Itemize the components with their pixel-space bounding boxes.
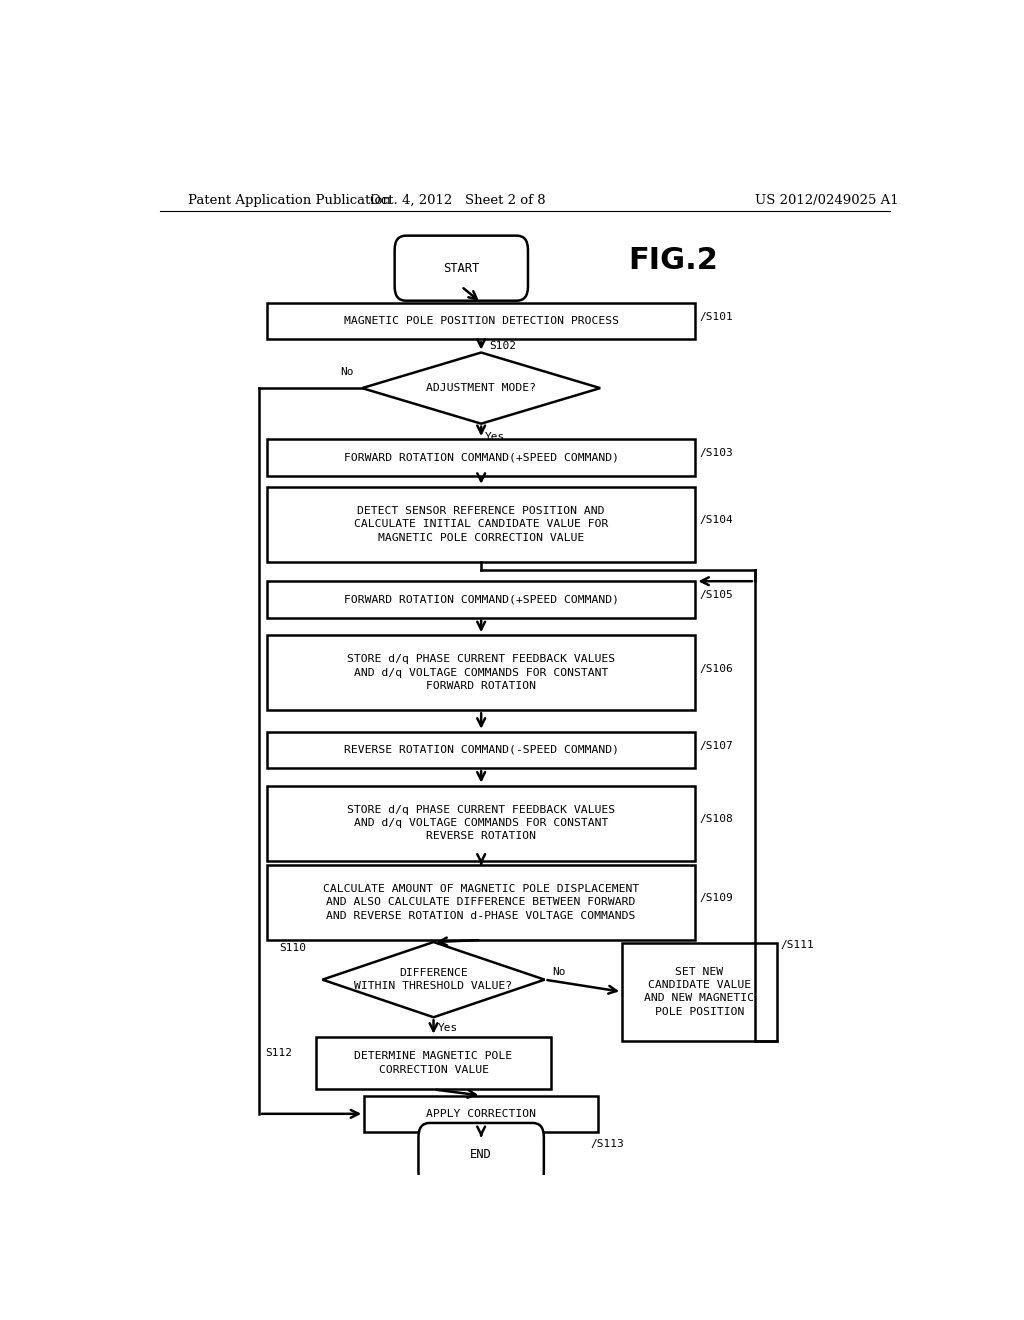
Text: END: END — [470, 1148, 492, 1162]
Text: STORE d/q PHASE CURRENT FEEDBACK VALUES
AND d/q VOLTAGE COMMANDS FOR CONSTANT
FO: STORE d/q PHASE CURRENT FEEDBACK VALUES … — [347, 655, 615, 690]
Text: STORE d/q PHASE CURRENT FEEDBACK VALUES
AND d/q VOLTAGE COMMANDS FOR CONSTANT
RE: STORE d/q PHASE CURRENT FEEDBACK VALUES … — [347, 805, 615, 841]
Text: CALCULATE AMOUNT OF MAGNETIC POLE DISPLACEMENT
AND ALSO CALCULATE DIFFERENCE BET: CALCULATE AMOUNT OF MAGNETIC POLE DISPLA… — [323, 884, 639, 920]
Text: /S107: /S107 — [699, 741, 733, 751]
Text: FORWARD ROTATION COMMAND(+SPEED COMMAND): FORWARD ROTATION COMMAND(+SPEED COMMAND) — [344, 453, 618, 462]
FancyBboxPatch shape — [267, 487, 695, 562]
Text: /S101: /S101 — [699, 312, 733, 322]
Text: START: START — [443, 261, 479, 275]
Text: SET NEW
CANDIDATE VALUE
AND NEW MAGNETIC
POLE POSITION: SET NEW CANDIDATE VALUE AND NEW MAGNETIC… — [644, 968, 755, 1016]
Text: /S109: /S109 — [699, 894, 733, 903]
Text: FIG.2: FIG.2 — [628, 246, 718, 275]
Text: MAGNETIC POLE POSITION DETECTION PROCESS: MAGNETIC POLE POSITION DETECTION PROCESS — [344, 315, 618, 326]
Text: APPLY CORRECTION: APPLY CORRECTION — [426, 1109, 537, 1119]
Text: DETECT SENSOR REFERENCE POSITION AND
CALCULATE INITIAL CANDIDATE VALUE FOR
MAGNE: DETECT SENSOR REFERENCE POSITION AND CAL… — [354, 506, 608, 543]
Text: /S111: /S111 — [780, 940, 814, 950]
Text: S102: S102 — [489, 342, 516, 351]
Polygon shape — [362, 352, 600, 424]
Text: S112: S112 — [265, 1048, 292, 1057]
FancyBboxPatch shape — [267, 581, 695, 618]
Text: FORWARD ROTATION COMMAND(+SPEED COMMAND): FORWARD ROTATION COMMAND(+SPEED COMMAND) — [344, 594, 618, 605]
Text: /S104: /S104 — [699, 515, 733, 525]
FancyBboxPatch shape — [267, 785, 695, 861]
Polygon shape — [323, 942, 545, 1018]
Text: /S103: /S103 — [699, 449, 733, 458]
Text: S110: S110 — [279, 944, 306, 953]
Text: /S105: /S105 — [699, 590, 733, 601]
Text: Patent Application Publication: Patent Application Publication — [187, 194, 390, 206]
Text: US 2012/0249025 A1: US 2012/0249025 A1 — [755, 194, 899, 206]
FancyBboxPatch shape — [419, 1123, 544, 1185]
FancyBboxPatch shape — [365, 1096, 598, 1133]
Text: DIFFERENCE
WITHIN THRESHOLD VALUE?: DIFFERENCE WITHIN THRESHOLD VALUE? — [354, 968, 513, 991]
Text: Yes: Yes — [437, 1023, 458, 1034]
FancyBboxPatch shape — [622, 942, 777, 1040]
Text: ADJUSTMENT MODE?: ADJUSTMENT MODE? — [426, 383, 537, 393]
FancyBboxPatch shape — [394, 236, 528, 301]
Text: /S113: /S113 — [590, 1139, 624, 1150]
Text: /S106: /S106 — [699, 664, 733, 673]
FancyBboxPatch shape — [267, 302, 695, 339]
Text: Yes: Yes — [485, 432, 506, 442]
Text: Oct. 4, 2012   Sheet 2 of 8: Oct. 4, 2012 Sheet 2 of 8 — [370, 194, 545, 206]
FancyBboxPatch shape — [267, 865, 695, 940]
Text: /S108: /S108 — [699, 814, 733, 824]
FancyBboxPatch shape — [267, 635, 695, 710]
FancyBboxPatch shape — [267, 440, 695, 475]
FancyBboxPatch shape — [316, 1036, 551, 1089]
Text: REVERSE ROTATION COMMAND(-SPEED COMMAND): REVERSE ROTATION COMMAND(-SPEED COMMAND) — [344, 744, 618, 755]
Text: No: No — [341, 367, 354, 376]
Text: DETERMINE MAGNETIC POLE
CORRECTION VALUE: DETERMINE MAGNETIC POLE CORRECTION VALUE — [354, 1052, 513, 1074]
FancyBboxPatch shape — [267, 731, 695, 768]
Text: No: No — [553, 966, 566, 977]
